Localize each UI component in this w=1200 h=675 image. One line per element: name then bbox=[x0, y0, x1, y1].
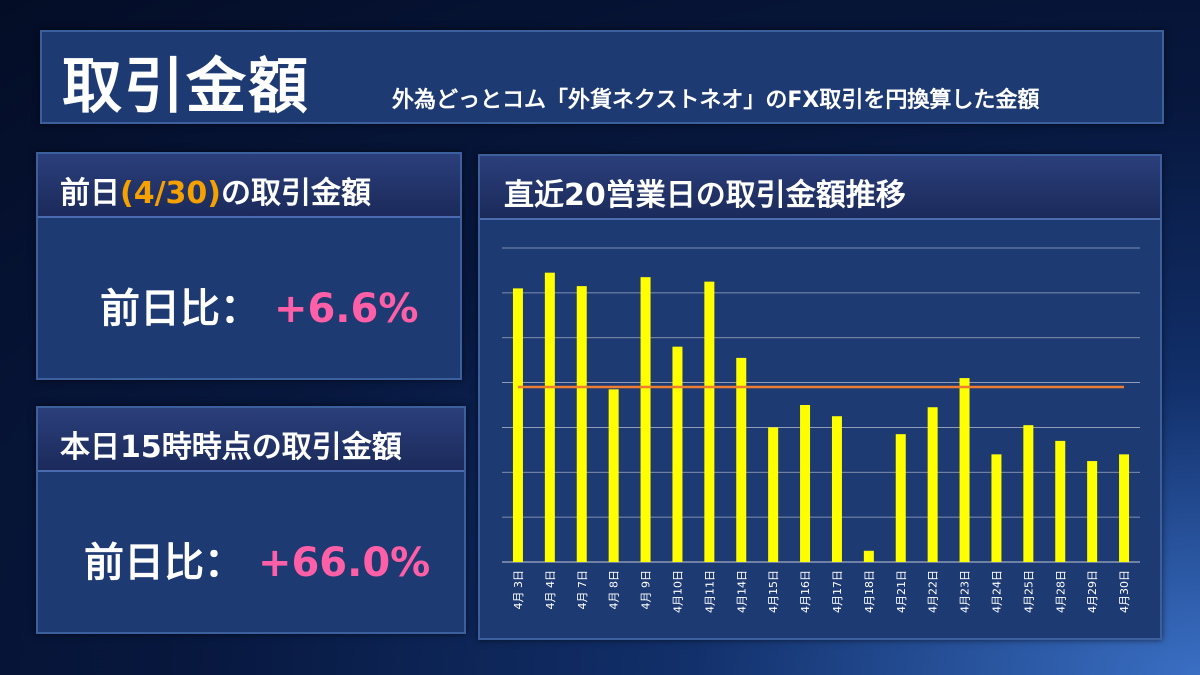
bar-3 bbox=[576, 286, 587, 562]
today-panel-header: 本日15時時点の取引金額 bbox=[38, 408, 464, 472]
title-bar: 取引金額 外為どっとコム「外貨ネクストネオ」のFX取引を円換算した金額 bbox=[40, 30, 1164, 124]
today-ratio-label: 前日比： bbox=[84, 540, 244, 586]
previous-day-ratio-value: +6.6% bbox=[273, 286, 419, 332]
bar-15 bbox=[959, 378, 970, 562]
x-tick-label: 4月 7日 bbox=[576, 570, 589, 610]
bar-12 bbox=[863, 550, 874, 562]
x-tick-label: 4月30日 bbox=[1118, 570, 1131, 613]
x-tick-label: 4月25日 bbox=[1022, 570, 1035, 613]
today-ratio: 前日比： +66.0% bbox=[84, 530, 430, 588]
today-panel: 本日15時時点の取引金額 前日比： +66.0% bbox=[36, 406, 466, 634]
today-title: 本日15時時点の取引金額 bbox=[60, 430, 402, 465]
x-tick-label: 4月 9日 bbox=[640, 570, 653, 610]
x-tick-label: 4月21日 bbox=[895, 570, 908, 613]
bar-7 bbox=[704, 281, 715, 562]
previous-day-title-suffix: の取引金額 bbox=[221, 176, 372, 211]
bar-9 bbox=[768, 427, 779, 562]
x-tick-label: 4月 8日 bbox=[608, 570, 621, 610]
x-tick-label: 4月24日 bbox=[990, 570, 1003, 613]
bar-16 bbox=[991, 454, 1002, 562]
x-tick-label: 4月28日 bbox=[1054, 570, 1067, 613]
bar-1 bbox=[512, 288, 523, 562]
x-tick-label: 4月 4日 bbox=[544, 570, 557, 610]
previous-day-panel: 前日(4/30)の取引金額 前日比： +6.6% bbox=[36, 152, 462, 380]
bar-5 bbox=[640, 277, 651, 562]
bar-10 bbox=[800, 405, 811, 562]
today-ratio-value: +66.0% bbox=[257, 540, 431, 586]
previous-day-title: 前日(4/30)の取引金額 bbox=[60, 168, 371, 212]
x-tick-label: 4月10日 bbox=[671, 570, 684, 613]
previous-day-ratio: 前日比： +6.6% bbox=[100, 276, 418, 334]
x-tick-label: 4月15日 bbox=[767, 570, 780, 613]
x-tick-label: 4月 3日 bbox=[512, 570, 525, 610]
bar-chart: 4月 3日 4月 4日 4月 7日 4月 8日 4月 9日 4月10日 4月11日 4月14日… bbox=[502, 247, 1140, 613]
previous-day-title-prefix: 前日 bbox=[60, 176, 120, 211]
x-tick-label: 4月29日 bbox=[1086, 570, 1099, 613]
bar-2 bbox=[544, 272, 555, 562]
bar-8 bbox=[736, 357, 747, 562]
page-title: 取引金額 bbox=[62, 52, 310, 122]
bar-18 bbox=[1055, 440, 1066, 562]
chart-title: 直近20営業日の取引金額推移 bbox=[504, 178, 906, 213]
bar-13 bbox=[895, 434, 906, 562]
x-tick-label: 4月23日 bbox=[959, 570, 972, 613]
x-tick-label: 4月11日 bbox=[703, 570, 716, 613]
previous-day-ratio-label: 前日比： bbox=[100, 286, 260, 332]
previous-day-date: (4/30) bbox=[120, 176, 222, 211]
x-tick-label: 4月16日 bbox=[799, 570, 812, 613]
x-tick-label: 4月18日 bbox=[863, 570, 876, 613]
x-tick-label: 4月22日 bbox=[927, 570, 940, 613]
bar-11 bbox=[831, 416, 842, 562]
bar-17 bbox=[1023, 425, 1034, 562]
bar-14 bbox=[927, 407, 938, 562]
bar-20 bbox=[1119, 454, 1130, 562]
bar-6 bbox=[672, 346, 683, 562]
chart-panel: 直近20営業日の取引金額推移 4月 3日 4月 4日 4月 7日 4月 8日 4月 9日… bbox=[478, 154, 1162, 640]
x-tick-label: 4月14日 bbox=[735, 570, 748, 613]
page-subtitle: 外為どっとコム「外貨ネクストネオ」のFX取引を円換算した金額 bbox=[392, 88, 1040, 113]
bar-19 bbox=[1087, 461, 1098, 562]
bar-4 bbox=[608, 389, 619, 562]
chart-panel-header: 直近20営業日の取引金額推移 bbox=[480, 156, 1160, 220]
x-tick-label: 4月17日 bbox=[831, 570, 844, 613]
previous-day-panel-header: 前日(4/30)の取引金額 bbox=[38, 154, 460, 218]
